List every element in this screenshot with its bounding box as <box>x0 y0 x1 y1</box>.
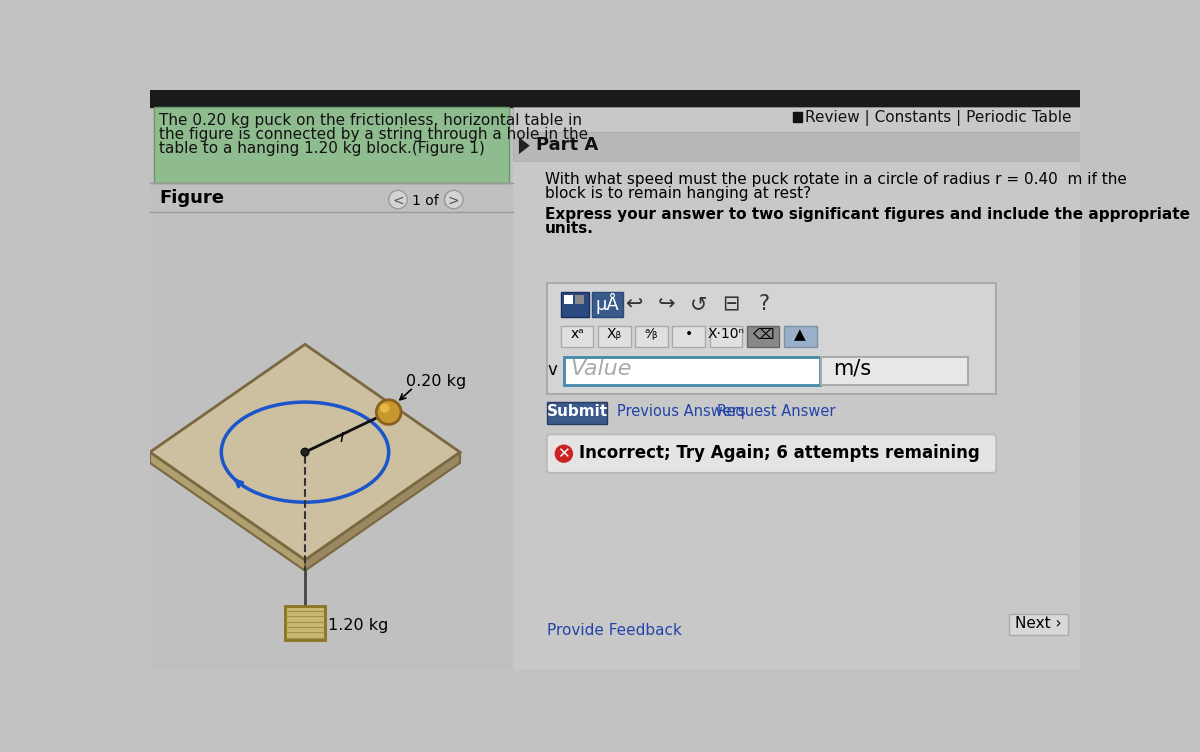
Bar <box>560 326 593 347</box>
Bar <box>512 108 1080 132</box>
Bar <box>150 90 512 669</box>
Text: ⊟: ⊟ <box>722 294 740 314</box>
Bar <box>284 606 325 640</box>
Polygon shape <box>150 344 460 560</box>
Text: ▲: ▲ <box>794 327 806 342</box>
Text: 1 of 1: 1 of 1 <box>412 194 452 208</box>
Text: <: < <box>392 193 404 208</box>
Bar <box>784 326 816 347</box>
Text: Incorrect; Try Again; 6 attempts remaining: Incorrect; Try Again; 6 attempts remaini… <box>580 444 980 462</box>
Text: Request Answer: Request Answer <box>718 404 836 419</box>
Text: 0.20 kg: 0.20 kg <box>406 374 466 389</box>
FancyBboxPatch shape <box>547 435 996 473</box>
Text: Previous Answers: Previous Answers <box>617 404 745 419</box>
Text: X·10ⁿ: X·10ⁿ <box>707 327 744 341</box>
Bar <box>598 326 630 347</box>
Bar <box>709 326 742 347</box>
Text: Figure: Figure <box>160 189 224 207</box>
Text: 1.20 kg: 1.20 kg <box>329 617 389 632</box>
Circle shape <box>389 190 407 209</box>
Bar <box>746 326 779 347</box>
Text: Part A: Part A <box>536 135 599 153</box>
Bar <box>672 326 704 347</box>
Text: block is to remain hanging at rest?: block is to remain hanging at rest? <box>545 186 811 201</box>
Text: ↺: ↺ <box>690 294 708 314</box>
Text: xᵃ: xᵃ <box>570 327 584 341</box>
Bar <box>154 108 509 183</box>
Text: table to a hanging 1.20 kg block.(Figure 1): table to a hanging 1.20 kg block.(Figure… <box>160 141 485 156</box>
Bar <box>560 292 589 317</box>
Text: Provide Feedback: Provide Feedback <box>547 623 682 638</box>
Bar <box>1009 614 1068 635</box>
Text: Review | Constants | Periodic Table: Review | Constants | Periodic Table <box>805 111 1072 126</box>
Text: ⌫: ⌫ <box>752 327 774 342</box>
Text: Next ›: Next › <box>1015 616 1062 631</box>
Bar <box>564 295 574 305</box>
Bar <box>635 326 667 347</box>
Text: >: > <box>448 193 460 208</box>
Circle shape <box>556 445 572 462</box>
Text: ✕: ✕ <box>558 446 570 461</box>
Text: ᵃ⁄ᵦ: ᵃ⁄ᵦ <box>644 327 658 341</box>
Polygon shape <box>150 452 305 571</box>
Circle shape <box>444 190 463 209</box>
Text: r: r <box>340 429 346 446</box>
Text: the figure is connected by a string through a hole in the: the figure is connected by a string thro… <box>160 127 588 142</box>
Polygon shape <box>518 137 529 154</box>
Bar <box>592 292 623 317</box>
Bar <box>150 90 1080 108</box>
Bar <box>512 132 1080 161</box>
Text: ↩: ↩ <box>625 294 642 314</box>
Text: ?: ? <box>758 294 769 314</box>
Text: With what speed must the puck rotate in a circle of radius r = 0.40  m if the: With what speed must the puck rotate in … <box>545 172 1127 186</box>
Bar <box>793 112 802 122</box>
Polygon shape <box>305 452 460 571</box>
Bar <box>564 357 820 385</box>
Bar <box>575 295 584 305</box>
Text: •: • <box>684 327 692 341</box>
Text: The 0.20 kg puck on the frictionless, horizontal table in: The 0.20 kg puck on the frictionless, ho… <box>160 114 582 129</box>
Text: Xᵦ: Xᵦ <box>607 327 622 341</box>
Text: m/s: m/s <box>834 359 871 379</box>
Circle shape <box>377 400 401 424</box>
Bar <box>547 402 607 423</box>
Circle shape <box>380 404 390 413</box>
Text: Submit: Submit <box>546 404 607 419</box>
Text: μÅ: μÅ <box>595 293 619 314</box>
Text: ↪: ↪ <box>658 294 674 314</box>
Text: units.: units. <box>545 221 594 236</box>
Text: Value: Value <box>570 359 631 379</box>
Bar <box>821 357 968 385</box>
Bar <box>564 306 584 314</box>
Text: Express your answer to two significant figures and include the appropriate: Express your answer to two significant f… <box>545 208 1190 223</box>
Circle shape <box>301 448 308 456</box>
Bar <box>512 90 1080 669</box>
Text: v =: v = <box>548 361 577 379</box>
Bar <box>547 283 996 394</box>
